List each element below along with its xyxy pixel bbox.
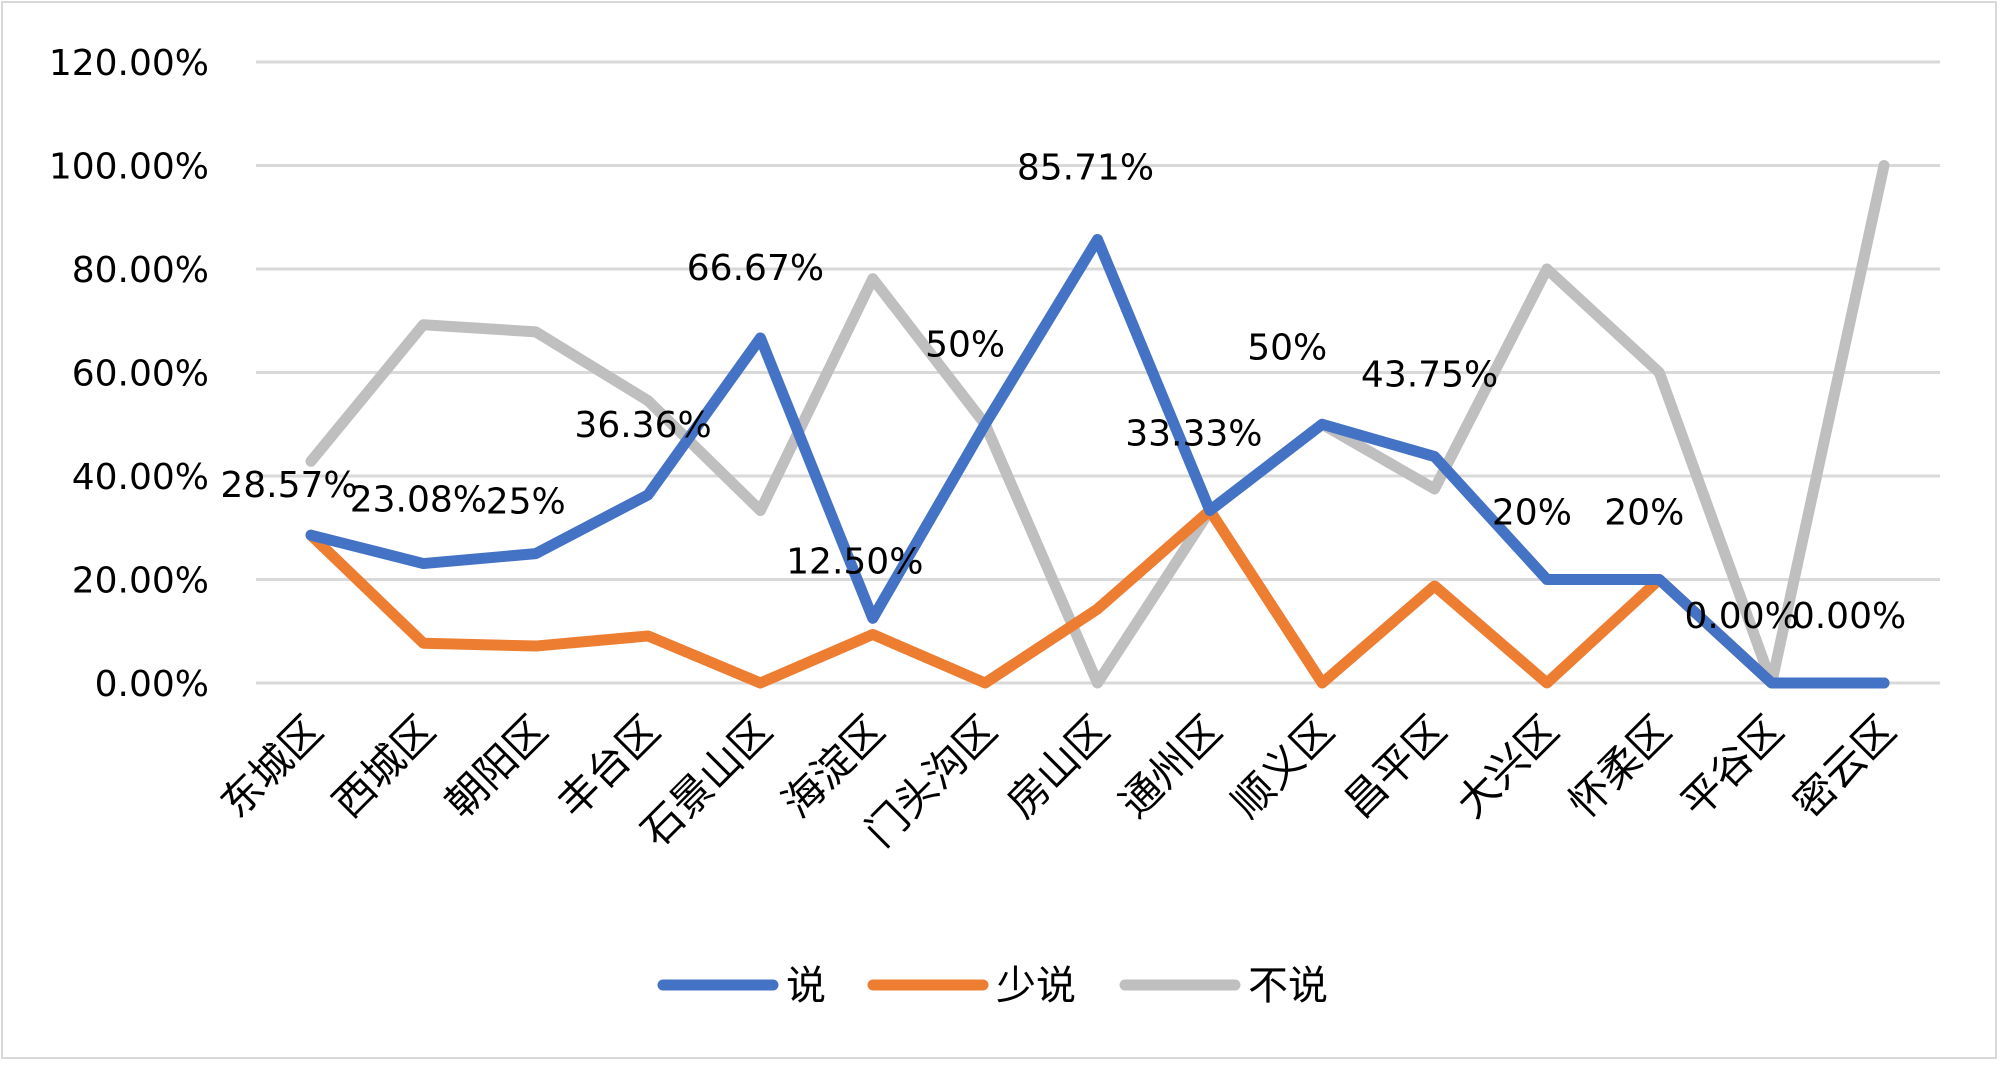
data-label: 12.50% <box>786 541 923 582</box>
x-tick-label: 昌平区 <box>1335 706 1456 827</box>
legend-label: 少说 <box>996 963 1076 1009</box>
data-label: 20% <box>1492 493 1572 534</box>
x-tick-label: 顺义区 <box>1222 706 1343 827</box>
x-tick-label: 大兴区 <box>1447 706 1568 827</box>
x-tick-label: 平谷区 <box>1672 706 1793 827</box>
line-chart: 0.00% 20.00% 40.00% 60.00% 80.00% 100.00% 120.… <box>49 43 1940 1009</box>
x-tick-label: 密云区 <box>1784 706 1905 827</box>
series-line-不说 <box>305 160 1890 689</box>
data-label: 36.36% <box>574 405 711 446</box>
y-tick-label: 40.00% <box>72 457 209 498</box>
x-tick-label: 房山区 <box>998 706 1119 827</box>
data-label: 66.67% <box>687 248 824 289</box>
x-tick-label: 怀柔区 <box>1559 706 1680 827</box>
y-tick-label: 80.00% <box>72 250 209 291</box>
legend-label: 不说 <box>1248 963 1328 1009</box>
x-tick-label: 西城区 <box>324 706 445 827</box>
y-tick-label: 60.00% <box>72 354 209 395</box>
data-label: 50% <box>925 324 1005 365</box>
data-label: 33.33% <box>1125 414 1262 455</box>
y-tick-label: 120.00% <box>49 43 209 84</box>
data-label: 23.08% <box>350 480 487 521</box>
y-tick-label: 100.00% <box>49 147 209 188</box>
data-label: 43.75% <box>1361 355 1498 396</box>
x-tick-label: 通州区 <box>1110 706 1231 827</box>
x-tick-label: 东城区 <box>211 706 332 827</box>
x-tick-label: 朝阳区 <box>436 706 557 827</box>
y-tick-label: 20.00% <box>72 561 209 602</box>
series-line-说 <box>305 233 1890 689</box>
series-line-少说 <box>305 505 1890 689</box>
data-label: 0.00% <box>1684 596 1798 637</box>
data-label: 50% <box>1247 327 1327 368</box>
legend-label: 说 <box>786 963 826 1009</box>
data-label: 25% <box>486 482 566 523</box>
data-label: 28.57% <box>220 465 357 506</box>
data-label: 20% <box>1604 493 1684 534</box>
data-label: 85.71% <box>1017 147 1154 188</box>
data-label: 0.00% <box>1792 596 1906 637</box>
y-tick-label: 0.00% <box>95 664 209 705</box>
